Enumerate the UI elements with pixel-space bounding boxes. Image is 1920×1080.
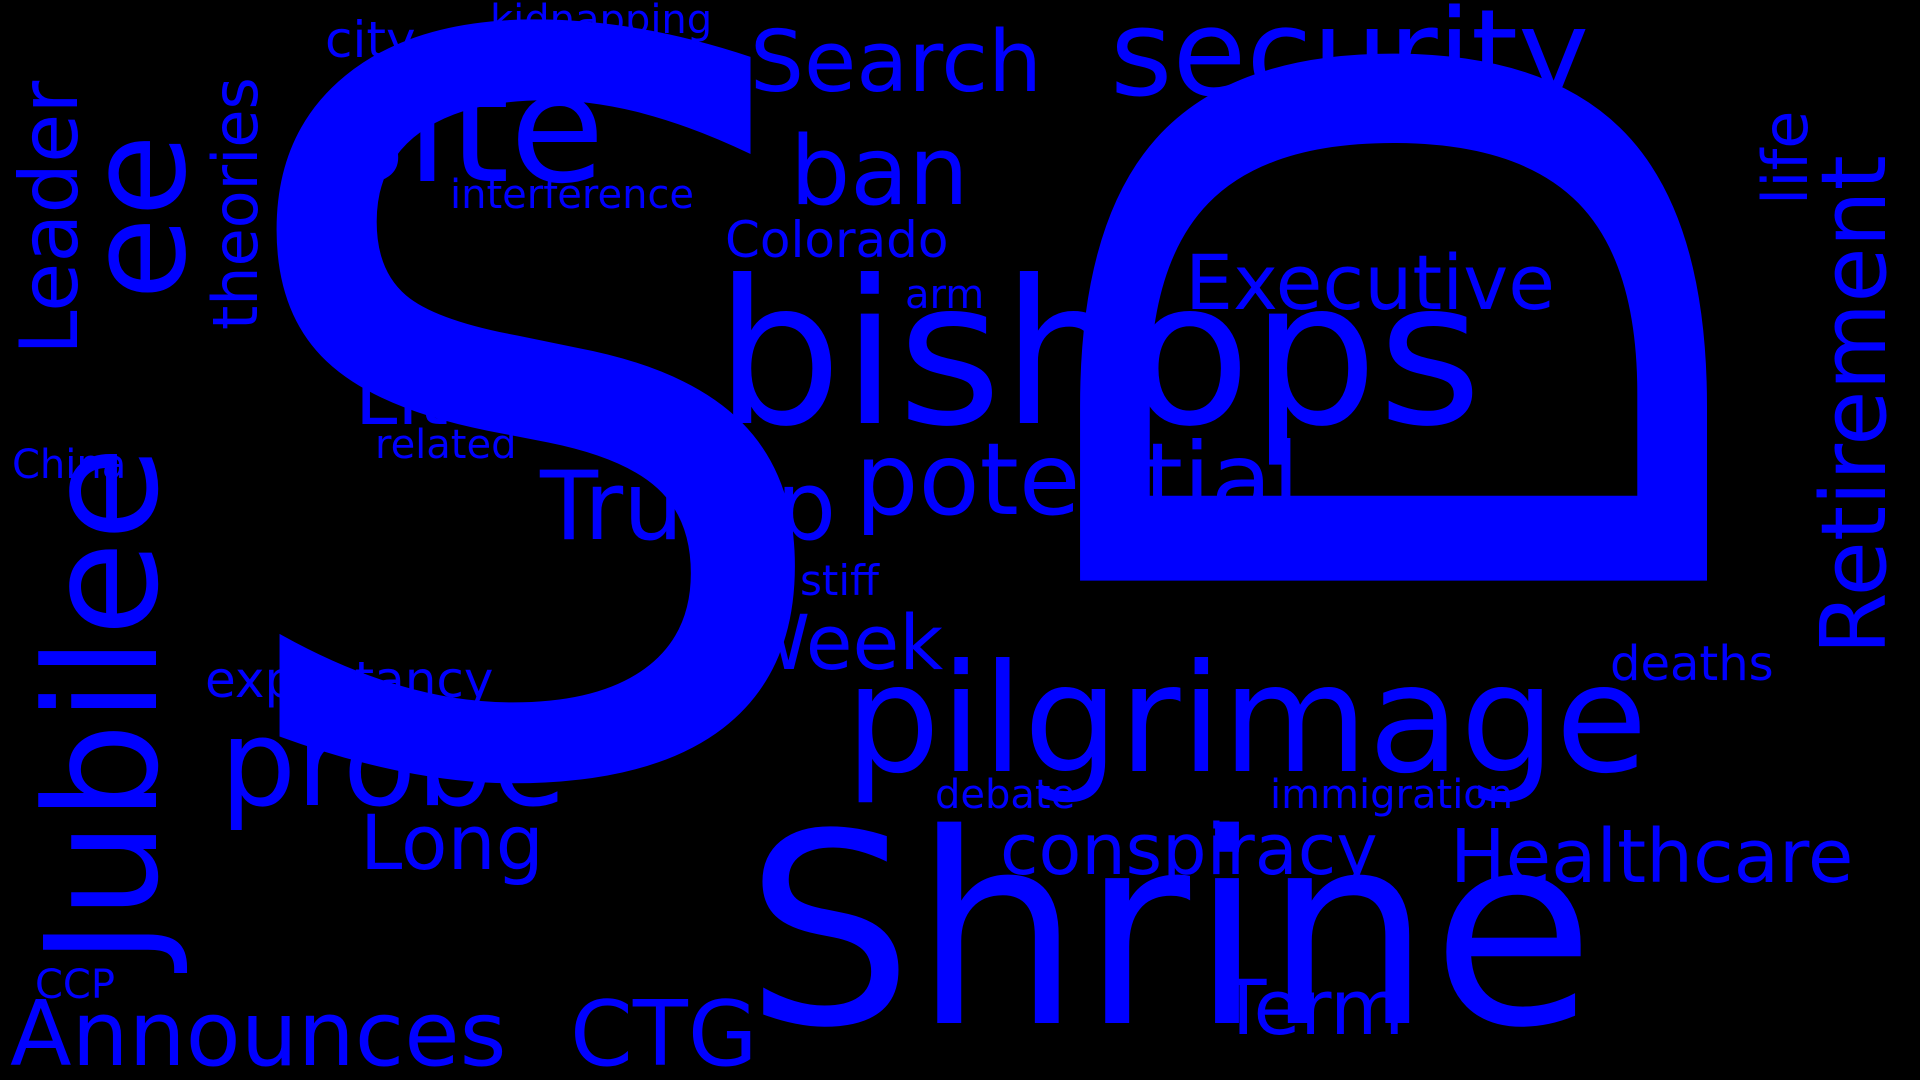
word-leader: Leader	[3, 80, 96, 355]
word-expectancy: expectancy	[205, 651, 494, 709]
word-debate: debate	[935, 772, 1076, 818]
word-s: S	[210, 0, 852, 1008]
word-efforts: efforts	[475, 342, 605, 388]
word-life: life	[1749, 110, 1822, 205]
word-conspiracy: conspiracy	[1000, 809, 1378, 891]
word-shrine: Shrine	[745, 778, 1595, 1080]
word-ccp: CCP	[35, 962, 115, 1008]
word-site: site	[325, 37, 605, 218]
word-ban: ban	[790, 117, 969, 227]
word-announces: Announces	[10, 982, 507, 1080]
word-colorado: Colorado	[725, 211, 949, 269]
word-stiff: stiff	[800, 556, 879, 605]
word-literacy: Literacy	[355, 353, 660, 442]
word-search: Search	[750, 13, 1043, 112]
word-interference: interference	[450, 172, 695, 218]
word-week: Week	[735, 598, 944, 687]
word-related: related	[375, 422, 517, 468]
word-gang: Gang	[1390, 497, 1497, 543]
word-trump: Trump	[540, 452, 837, 562]
word-jubilee: Jubilee	[12, 445, 193, 965]
word-kidnapping: kidnapping	[490, 0, 713, 43]
word-deaths: deaths	[1610, 636, 1774, 692]
word-pilgrimage: pilgrimage	[845, 633, 1648, 807]
word-term: Term	[1220, 963, 1405, 1052]
word-arm: arm	[905, 272, 985, 318]
word-probe: probe	[220, 695, 567, 834]
word-healthcare: Healthcare	[1450, 814, 1854, 900]
word-bishops: bishops	[715, 238, 1482, 471]
word-china: China	[12, 442, 127, 488]
word-immigration: immigration	[1270, 772, 1514, 818]
word-city: city	[325, 11, 416, 69]
word-security: security	[1110, 0, 1590, 124]
word-theories: theories	[199, 77, 272, 330]
word-executive: Executive	[1185, 238, 1556, 327]
word-retirement: Retirement	[1802, 155, 1907, 655]
word-potential: potential	[855, 421, 1300, 538]
word-long: Long	[360, 798, 544, 887]
word-ctg: CTG	[570, 982, 758, 1080]
